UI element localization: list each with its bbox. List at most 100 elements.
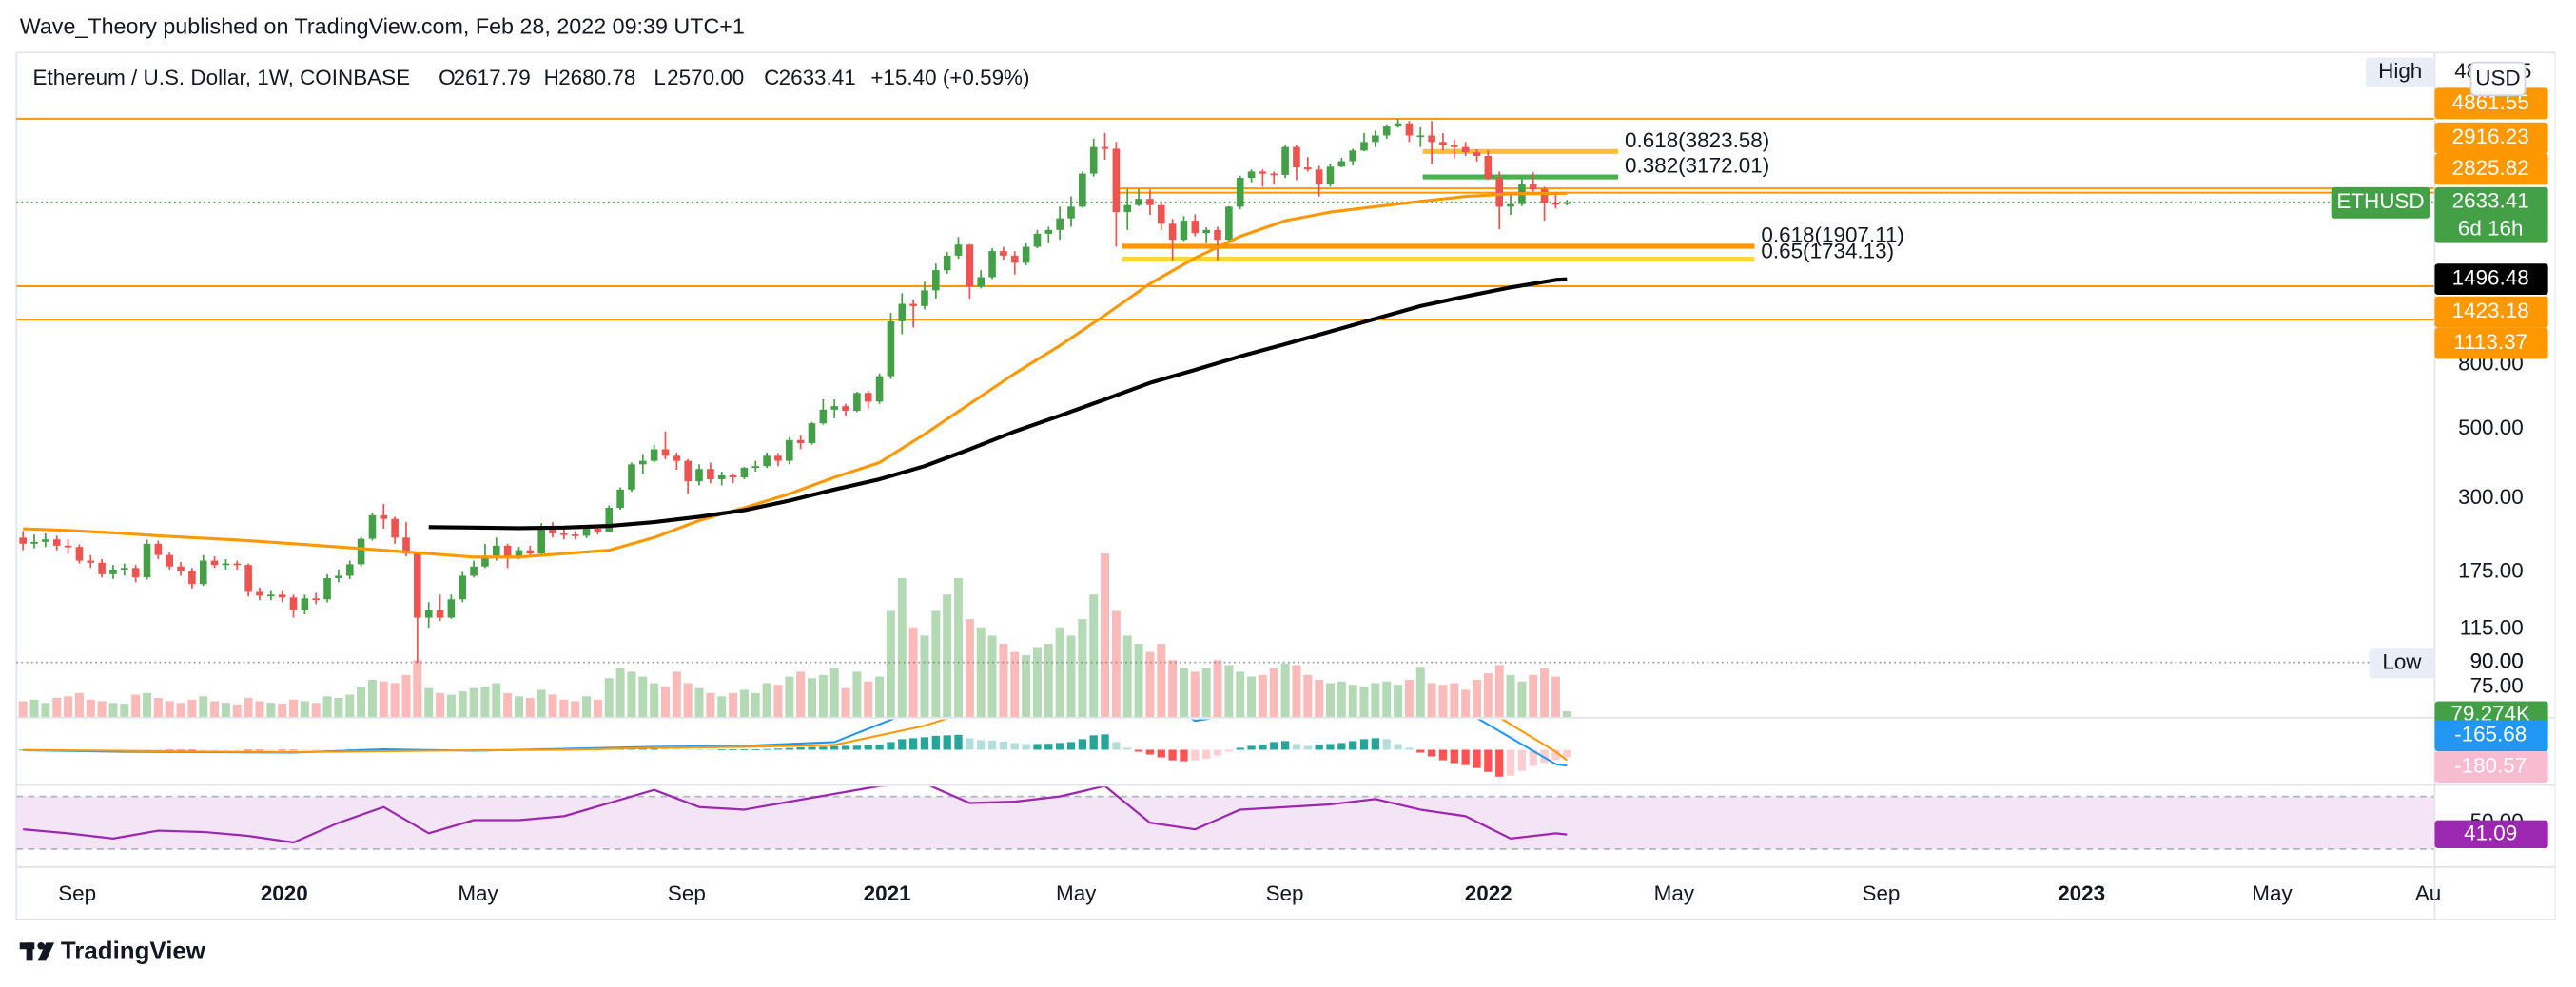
macd-histogram-bar bbox=[1359, 739, 1369, 750]
macd-histogram-bar bbox=[1078, 739, 1086, 750]
candle-body bbox=[1022, 246, 1030, 263]
macd-histogram-bar bbox=[785, 747, 793, 750]
candle-body bbox=[143, 543, 151, 578]
volume-bar bbox=[1224, 665, 1234, 718]
volume-bar bbox=[875, 676, 885, 718]
countdown: 6d 16h bbox=[2458, 217, 2524, 241]
candle-body bbox=[1010, 255, 1019, 263]
macd-histogram-bar bbox=[1259, 745, 1267, 750]
x-tick-label: May bbox=[1654, 881, 1695, 905]
x-tick-label: Sep bbox=[668, 881, 706, 905]
volume-bar bbox=[706, 692, 715, 718]
volume-bar bbox=[751, 692, 760, 718]
macd-histogram-bar bbox=[751, 748, 760, 750]
volume-bar bbox=[446, 694, 456, 718]
macd-histogram-bar bbox=[966, 738, 974, 750]
volume-bar bbox=[1438, 685, 1448, 718]
candle-body bbox=[335, 575, 342, 579]
y-tick-label: 115.00 bbox=[2460, 615, 2524, 639]
macd-histogram-bar bbox=[864, 745, 872, 750]
macd-histogram-bar bbox=[1010, 743, 1019, 750]
x-tick-label: Sep bbox=[1266, 881, 1304, 905]
candle-body bbox=[1056, 218, 1064, 230]
volume-bar bbox=[1461, 689, 1471, 718]
volume-bar bbox=[1325, 683, 1335, 718]
candle-body bbox=[774, 455, 782, 461]
candle-body bbox=[582, 529, 591, 536]
price-label-box bbox=[2434, 263, 2548, 296]
candle-body bbox=[368, 514, 377, 539]
volume-bar bbox=[1494, 665, 1504, 718]
candle-body bbox=[1067, 206, 1075, 219]
candle-body bbox=[1293, 146, 1300, 168]
candle-body bbox=[1439, 142, 1447, 145]
macd-histogram-bar bbox=[1394, 744, 1402, 750]
candle-body bbox=[256, 591, 263, 596]
candle-body bbox=[323, 578, 331, 600]
volume-bar bbox=[1179, 668, 1188, 718]
y-tick-label: 75.00 bbox=[2470, 674, 2524, 698]
volume-bar bbox=[424, 687, 434, 718]
macd-histogram-bar bbox=[694, 749, 704, 750]
candle-body bbox=[1540, 188, 1549, 203]
macd-histogram-bar bbox=[1157, 749, 1165, 758]
candle-body bbox=[1000, 251, 1007, 256]
volume-bar bbox=[1032, 647, 1042, 718]
logo-part bbox=[37, 942, 54, 961]
volume-bar bbox=[1529, 674, 1538, 718]
volume-bar bbox=[999, 644, 1008, 718]
candle-body bbox=[1372, 135, 1379, 143]
volume-bar bbox=[492, 683, 501, 718]
macd-histogram-bar bbox=[1326, 744, 1335, 750]
macd-label-box bbox=[2434, 751, 2548, 783]
ohlc-label: C bbox=[764, 66, 779, 89]
macd-histogram-bar bbox=[1416, 749, 1425, 753]
candle-body bbox=[199, 560, 207, 585]
volume-bar bbox=[503, 692, 513, 718]
volume-bar bbox=[1066, 635, 1076, 718]
candle-body bbox=[1428, 135, 1435, 143]
last-price-box bbox=[2434, 186, 2548, 243]
candle-body bbox=[684, 460, 692, 482]
candle-body bbox=[1461, 146, 1470, 153]
macd-histogram-bar bbox=[920, 737, 929, 750]
volume-bar bbox=[210, 701, 220, 718]
volume-bar bbox=[1303, 674, 1313, 718]
volume-bar bbox=[908, 627, 918, 718]
candle-body bbox=[210, 560, 219, 566]
macd-histogram-bar bbox=[1236, 747, 1244, 750]
volume-bar bbox=[1540, 668, 1550, 718]
volume-bar bbox=[897, 577, 907, 718]
macd-histogram-bar bbox=[1168, 749, 1177, 761]
currency-button[interactable] bbox=[2469, 61, 2527, 97]
candle-body bbox=[943, 255, 951, 271]
macd-histogram-bar bbox=[796, 746, 805, 750]
macd-histogram-bar bbox=[1134, 749, 1143, 752]
candle-body bbox=[19, 537, 27, 544]
volume-bar bbox=[660, 686, 670, 718]
candle-body bbox=[932, 270, 940, 291]
candle-body bbox=[402, 537, 410, 554]
candle-body bbox=[503, 545, 512, 557]
price-label-box bbox=[2434, 296, 2548, 328]
volume-bar bbox=[1562, 710, 1571, 718]
volume-bar bbox=[1078, 619, 1087, 718]
low-tag: Low bbox=[2382, 650, 2422, 674]
last-price: 2633.41 bbox=[2452, 188, 2529, 212]
volume-bar bbox=[537, 689, 546, 718]
y-tick-label: 90.00 bbox=[2470, 649, 2524, 673]
volume-bar bbox=[1022, 655, 1031, 718]
macd-histogram-bar bbox=[322, 749, 332, 751]
volume-bar bbox=[1213, 660, 1222, 718]
macd-histogram-bar bbox=[1202, 749, 1211, 760]
volume-bar bbox=[1145, 651, 1155, 718]
candle-body bbox=[842, 406, 849, 412]
candle-body bbox=[650, 449, 658, 461]
price-label: 1113.37 bbox=[2453, 330, 2527, 354]
candle-body bbox=[1259, 171, 1267, 174]
candle-body bbox=[707, 469, 714, 480]
volume-bar bbox=[1415, 667, 1425, 718]
publisher-line: Wave_Theory published on TradingView.com… bbox=[20, 14, 745, 39]
volume-bar bbox=[120, 704, 129, 718]
